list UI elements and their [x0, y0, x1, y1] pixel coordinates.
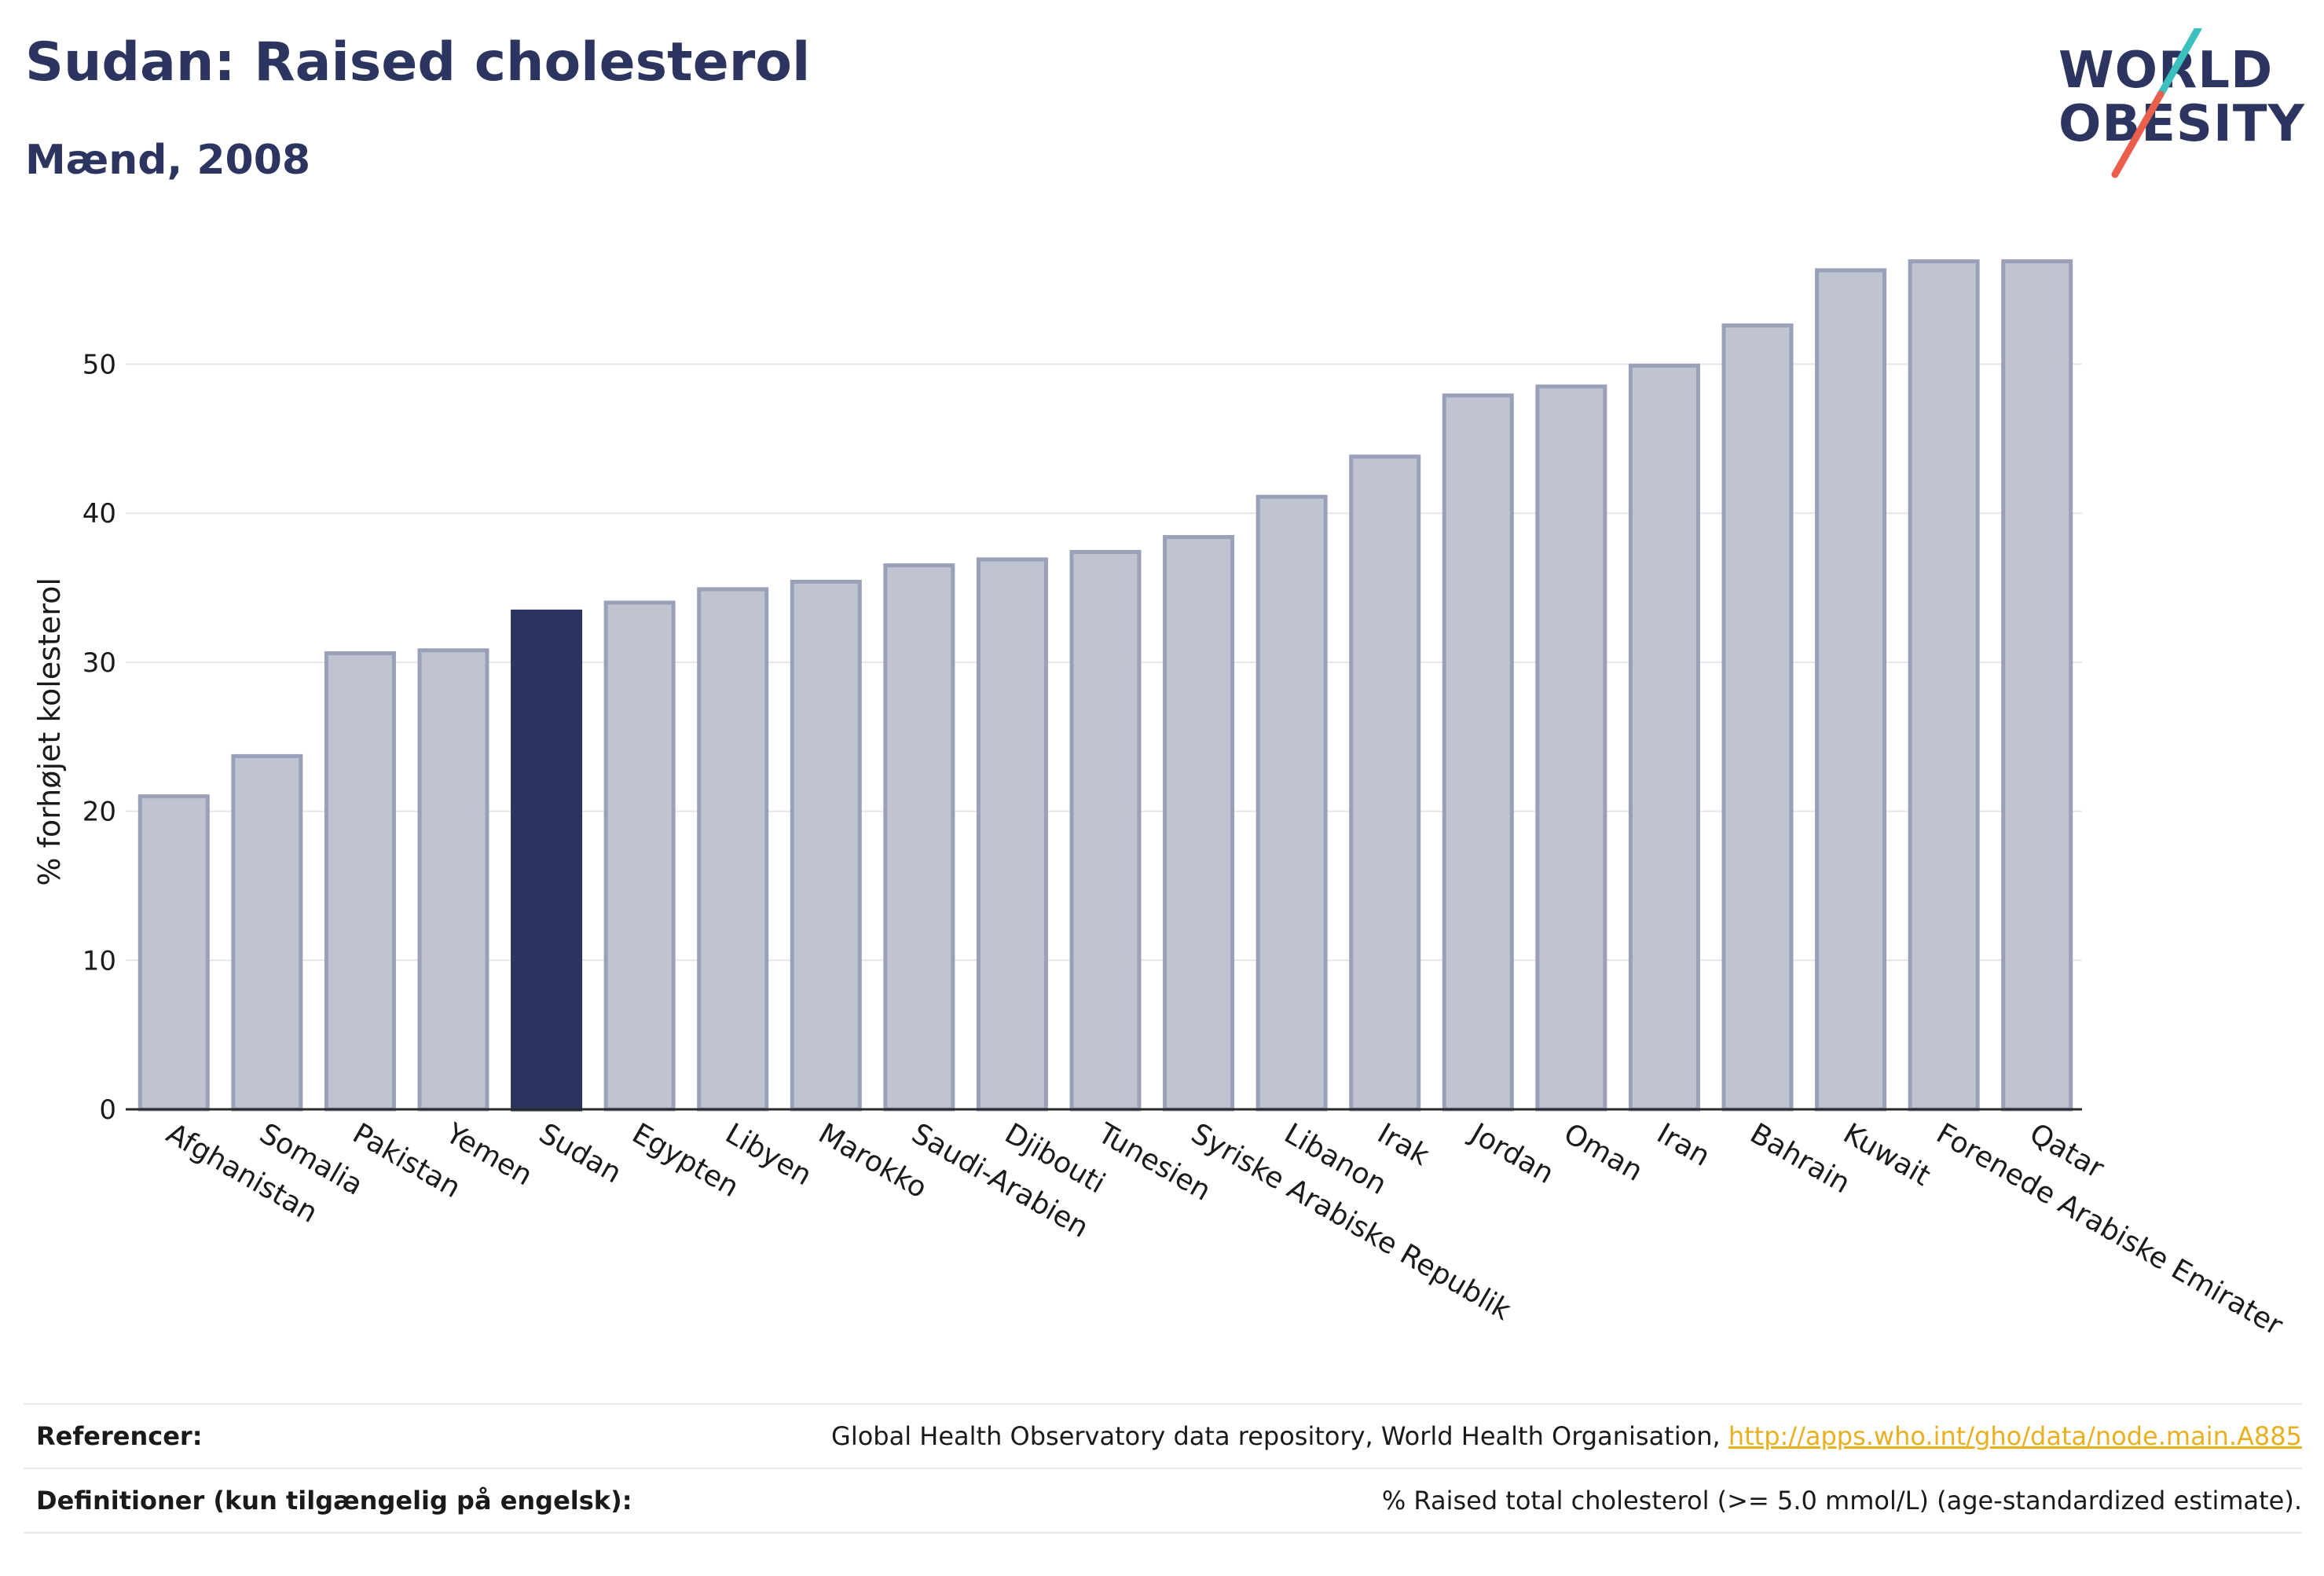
y-tick-label: 0 — [99, 1094, 116, 1126]
bar — [1815, 268, 1887, 1112]
x-tick-label: Kuwait — [1838, 1117, 1936, 1193]
bar — [603, 600, 676, 1112]
definitions-text: % Raised total cholesterol (>= 5.0 mmol/… — [1381, 1486, 2302, 1516]
references-text: Global Health Observatory data repositor… — [831, 1421, 1728, 1451]
definitions-row: Definitioner (kun tilgængelig på engelsk… — [24, 1468, 2302, 1534]
bar — [1442, 393, 1514, 1112]
bar — [1628, 363, 1700, 1112]
bar-highlighted — [511, 609, 583, 1112]
bar — [883, 563, 955, 1112]
bar — [417, 648, 489, 1112]
y-tick-label: 40 — [82, 498, 116, 530]
x-tick-label: Oman — [1558, 1117, 1648, 1188]
references-label: Referencer: — [36, 1421, 203, 1451]
x-tick-label: Forenede Arabiske Emirater — [1931, 1117, 2289, 1342]
references-link[interactable]: http://apps.who.int/gho/data/node.main.A… — [1728, 1421, 2302, 1451]
bar — [790, 579, 862, 1112]
logo-text-line2: OBESITY — [2058, 95, 2305, 153]
x-tick-label: Bahrain — [1745, 1117, 1856, 1200]
bar — [697, 587, 769, 1112]
chart-subtitle: Mænd, 2008 — [25, 137, 311, 184]
bar — [1069, 550, 1142, 1112]
x-tick-label: Jordan — [1464, 1116, 1559, 1190]
y-tick-label: 30 — [82, 647, 116, 679]
y-tick-label: 50 — [82, 350, 116, 381]
bar — [324, 651, 396, 1112]
x-tick-label: Egypten — [627, 1117, 744, 1204]
bar — [1255, 494, 1328, 1112]
bar — [1349, 454, 1421, 1112]
references-value: Global Health Observatory data repositor… — [831, 1421, 2302, 1451]
bar — [976, 557, 1048, 1112]
references-row: Referencer: Global Health Observatory da… — [24, 1403, 2302, 1468]
bar — [1163, 535, 1235, 1112]
bar — [1721, 323, 1794, 1112]
bar — [137, 794, 210, 1112]
world-obesity-logo: WORLD OBESITY — [2058, 28, 2310, 178]
logo-slash-icon — [2111, 28, 2202, 178]
y-tick-label: 20 — [82, 797, 116, 828]
x-tick-label: Syriske Arabiske Republik — [1186, 1117, 1516, 1327]
chart-title: Sudan: Raised cholesterol — [25, 31, 811, 93]
bar — [1908, 259, 1980, 1112]
x-tick-label: Iran — [1651, 1117, 1715, 1173]
bar — [231, 753, 303, 1112]
x-tick-label: Irak — [1372, 1117, 1435, 1172]
bar — [1535, 384, 1607, 1112]
y-axis-label: % forhøjet kolesterol — [32, 577, 67, 886]
bar — [2001, 259, 2073, 1112]
y-tick-label: 10 — [82, 945, 116, 977]
x-tick-label: Sudan — [533, 1117, 627, 1189]
definitions-label: Definitioner (kun tilgængelig på engelsk… — [36, 1486, 632, 1516]
